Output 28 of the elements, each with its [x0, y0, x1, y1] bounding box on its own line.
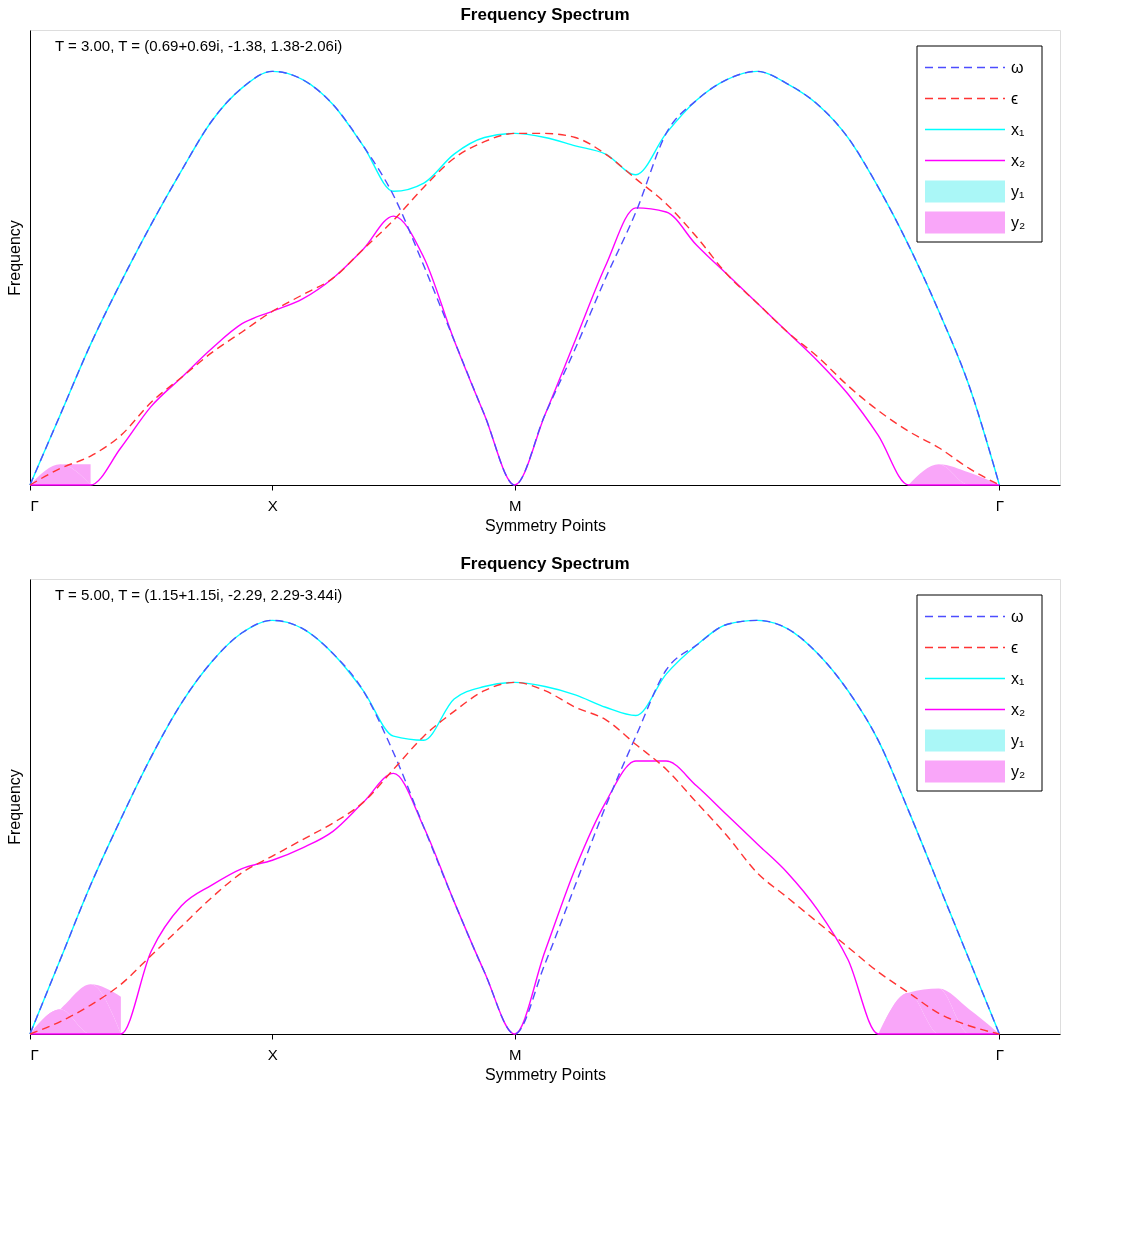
x-axis-title: Symmetry Points: [485, 1065, 606, 1083]
legend-label: ω: [1011, 607, 1024, 625]
legend-label: y₂: [1011, 213, 1026, 231]
text: T = 3.00, T = (0.69+0.69i, -1.38, 1.38-2.06i): [55, 37, 343, 54]
legend-label: x₂: [1011, 151, 1026, 169]
legend-label: ω: [1011, 58, 1024, 76]
x-tick-label: X: [267, 1045, 278, 1063]
legend-label: x₁: [1011, 120, 1025, 138]
x-axis-title: Symmetry Points: [485, 516, 606, 534]
legend-label: x₂: [1011, 700, 1026, 718]
y-axis-title: Frequency: [5, 220, 23, 296]
legend-label: y₂: [1011, 762, 1026, 780]
x-tick-label: M: [508, 496, 522, 514]
legend-label: ϵ: [1011, 638, 1019, 656]
x-tick-label: M: [508, 1045, 522, 1063]
legend-label: y₁: [1011, 731, 1025, 749]
y-axis-title: Frequency: [5, 769, 23, 845]
x-tick-label: Γ: [995, 1045, 1005, 1063]
legend-label: x₁: [1011, 669, 1025, 687]
legend-label: ϵ: [1011, 89, 1019, 107]
legend-label: y₁: [1011, 182, 1025, 200]
x-tick-label: Γ: [995, 496, 1005, 514]
x-tick-label: X: [267, 496, 278, 514]
chart-title: Frequency Spectrum: [460, 554, 630, 573]
x-tick-label: Γ: [30, 496, 39, 514]
text: T = 5.00, T = (1.15+1.15i, -2.29, 2.29-3.44i): [55, 586, 343, 603]
chart-title: Frequency Spectrum: [460, 5, 630, 24]
x-tick-label: Γ: [30, 1045, 39, 1063]
